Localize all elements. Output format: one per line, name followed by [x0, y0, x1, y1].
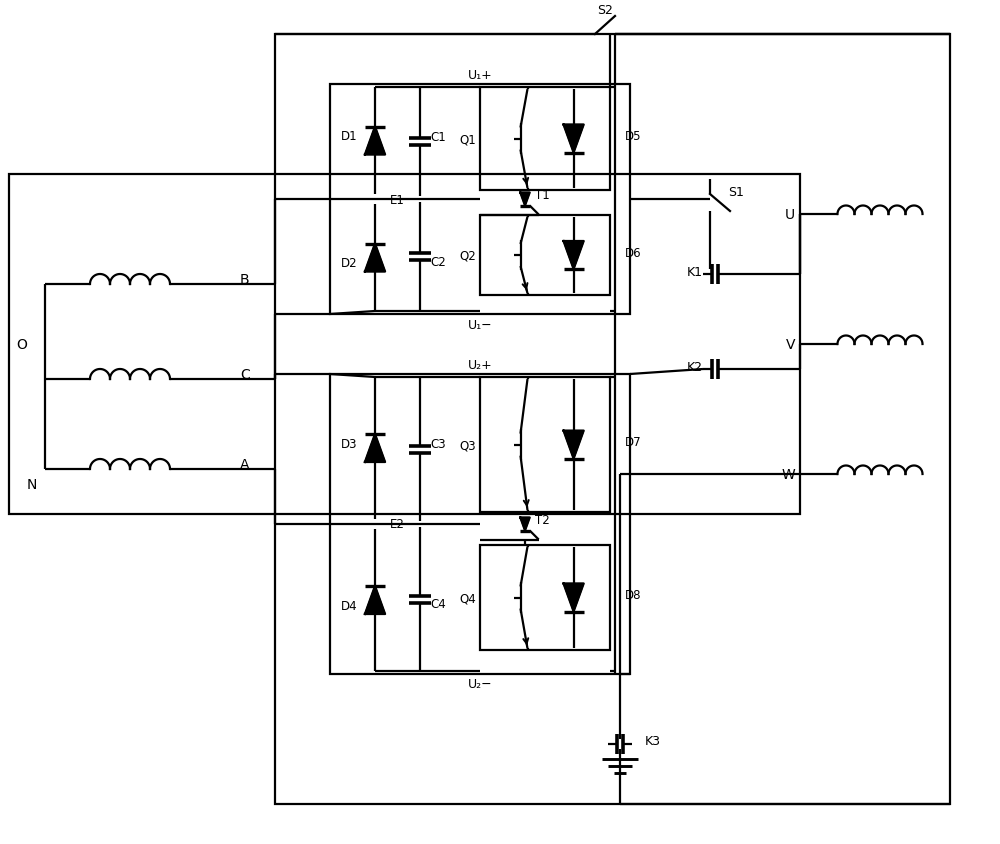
Text: U₁+: U₁+ — [468, 68, 492, 81]
Polygon shape — [564, 584, 584, 612]
Text: D6: D6 — [625, 246, 642, 259]
Polygon shape — [365, 587, 385, 614]
Polygon shape — [365, 127, 385, 155]
Text: N: N — [27, 478, 37, 491]
Text: D2: D2 — [340, 257, 357, 270]
Text: S1: S1 — [728, 186, 744, 198]
Text: T1: T1 — [535, 188, 550, 201]
Text: U₂−: U₂− — [468, 678, 492, 690]
Text: D3: D3 — [341, 437, 357, 450]
Text: Q4: Q4 — [459, 592, 476, 604]
Text: D5: D5 — [625, 130, 642, 143]
Text: Q3: Q3 — [459, 439, 476, 452]
Text: C2: C2 — [430, 256, 446, 268]
Text: C1: C1 — [430, 131, 446, 143]
Text: C: C — [240, 368, 250, 381]
Text: C4: C4 — [430, 598, 446, 611]
Polygon shape — [520, 193, 530, 206]
Text: D1: D1 — [340, 130, 357, 143]
Bar — [330, 375, 630, 674]
Text: E2: E2 — [390, 518, 405, 531]
Text: K2: K2 — [687, 360, 703, 373]
Bar — [480, 377, 610, 512]
Polygon shape — [365, 435, 385, 463]
Polygon shape — [365, 244, 385, 272]
Text: W: W — [781, 468, 795, 481]
Text: V: V — [786, 338, 795, 352]
Bar — [9, 175, 800, 514]
Text: Q2: Q2 — [459, 249, 476, 262]
Polygon shape — [564, 126, 584, 154]
Polygon shape — [520, 518, 530, 531]
Text: T2: T2 — [535, 513, 550, 526]
Polygon shape — [564, 241, 584, 270]
Text: D8: D8 — [625, 588, 642, 601]
Bar — [480, 215, 610, 296]
Text: K3: K3 — [645, 734, 661, 748]
Text: O: O — [17, 338, 27, 352]
Bar — [330, 85, 630, 315]
Text: D4: D4 — [340, 598, 357, 612]
Text: U₁−: U₁− — [468, 318, 492, 331]
Text: Q1: Q1 — [459, 133, 476, 146]
Bar — [480, 545, 610, 651]
Text: S2: S2 — [597, 3, 613, 17]
Bar — [480, 88, 610, 191]
Polygon shape — [564, 431, 584, 459]
Text: D7: D7 — [625, 436, 642, 449]
Text: E1: E1 — [390, 193, 405, 206]
Text: U₂+: U₂+ — [468, 358, 492, 371]
Text: A: A — [240, 457, 250, 472]
Text: K1: K1 — [687, 265, 703, 279]
Text: U: U — [785, 208, 795, 222]
Text: B: B — [240, 273, 250, 287]
Bar — [275, 35, 950, 804]
Text: C3: C3 — [430, 438, 446, 451]
